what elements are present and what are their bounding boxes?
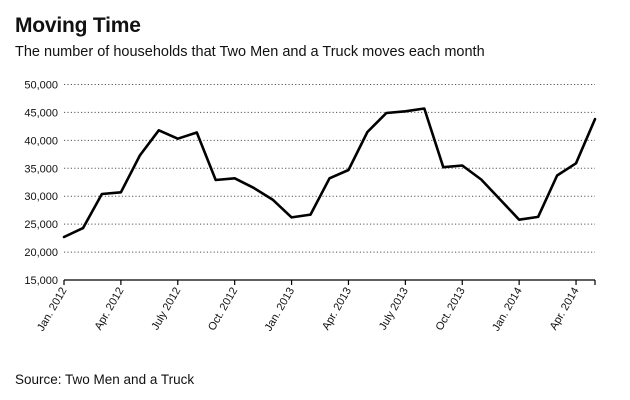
x-tick-label: July 2012	[149, 286, 183, 333]
data-point	[233, 177, 235, 179]
data-point	[518, 218, 520, 220]
data-point	[366, 131, 368, 133]
x-tick-label: Oct. 2013	[434, 286, 468, 333]
data-point	[537, 216, 539, 218]
y-tick-label: 20,000	[24, 247, 58, 259]
data-point	[347, 169, 349, 171]
data-point	[177, 137, 179, 139]
x-tick-label: Oct. 2012	[206, 286, 240, 333]
data-point	[442, 166, 444, 168]
y-tick-label: 15,000	[24, 275, 58, 287]
series-line	[62, 107, 597, 239]
data-point	[594, 118, 596, 120]
y-tick-label: 35,000	[24, 163, 58, 175]
y-tick-label: 50,000	[24, 80, 58, 92]
data-point	[271, 198, 273, 200]
y-tick-label: 40,000	[24, 135, 58, 147]
data-point	[158, 129, 160, 131]
data-point	[499, 198, 501, 200]
data-point	[385, 112, 387, 114]
data-point	[480, 178, 482, 180]
x-tick-label: Apr. 2013	[320, 286, 354, 333]
chart-title: Moving Time	[15, 14, 141, 37]
data-point	[290, 216, 292, 218]
data-point	[196, 131, 198, 133]
data-point	[309, 213, 311, 215]
x-tick-label: Jan. 2012	[35, 286, 70, 334]
x-tick-labels: Jan. 2012 Apr. 2012 July 2012 Oct. 2012 Jan.…	[35, 286, 582, 334]
data-point	[63, 236, 65, 238]
data-point	[328, 177, 330, 179]
series-households	[62, 107, 597, 239]
y-tick-label: 30,000	[24, 191, 58, 203]
data-point	[215, 179, 217, 181]
axes	[63, 279, 596, 285]
data-point	[423, 107, 425, 109]
y-tick-label: 25,000	[24, 219, 58, 231]
x-tick-label: Jan. 2013	[263, 286, 298, 334]
chart-subtitle: The number of households that Two Men an…	[15, 44, 485, 60]
x-tick-label: Apr. 2014	[548, 286, 582, 333]
data-point	[556, 174, 558, 176]
y-tick-label: 45,000	[24, 107, 58, 119]
y-tick-labels: 15,000 20,000 25,000 30,000 35,000 40,000 45,0…	[24, 80, 58, 288]
data-point	[101, 193, 103, 195]
data-point	[252, 187, 254, 189]
data-point	[139, 154, 141, 156]
data-point	[120, 191, 122, 193]
x-tick-label: July 2013	[377, 286, 411, 333]
data-point	[461, 164, 463, 166]
gridlines	[64, 84, 595, 253]
data-point	[82, 227, 84, 229]
data-point	[575, 162, 577, 164]
x-tick-label: Apr. 2012	[93, 286, 127, 333]
x-tick-label: Jan. 2014	[490, 286, 525, 334]
data-point	[404, 110, 406, 112]
source-note: Source: Two Men and a Truck	[15, 372, 195, 387]
